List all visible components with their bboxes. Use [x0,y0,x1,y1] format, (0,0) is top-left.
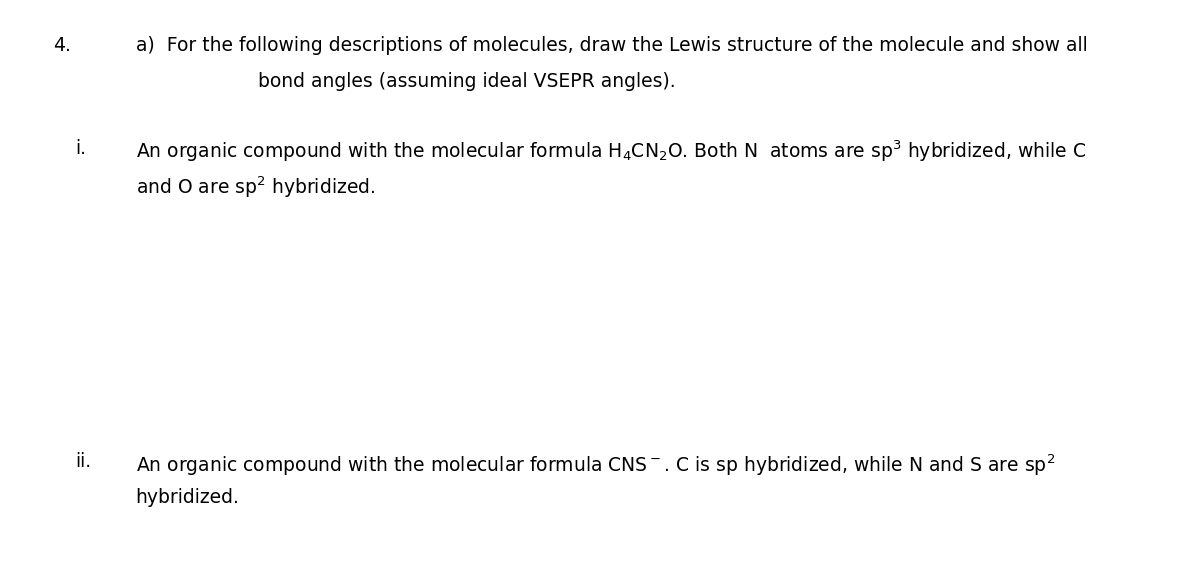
Text: An organic compound with the molecular formula H$_4$CN$_2$O. Both N  atoms are s: An organic compound with the molecular f… [136,139,1086,165]
Text: hybridized.: hybridized. [136,488,240,507]
Text: An organic compound with the molecular formula CNS$^-$. C is sp hybridized, whil: An organic compound with the molecular f… [136,452,1055,478]
Text: ii.: ii. [76,452,91,471]
Text: i.: i. [76,139,86,158]
Text: a)  For the following descriptions of molecules, draw the Lewis structure of the: a) For the following descriptions of mol… [136,36,1087,55]
Text: and O are sp$^2$ hybridized.: and O are sp$^2$ hybridized. [136,175,376,200]
Text: bond angles (assuming ideal VSEPR angles).: bond angles (assuming ideal VSEPR angles… [258,72,676,91]
Text: 4.: 4. [53,36,71,55]
